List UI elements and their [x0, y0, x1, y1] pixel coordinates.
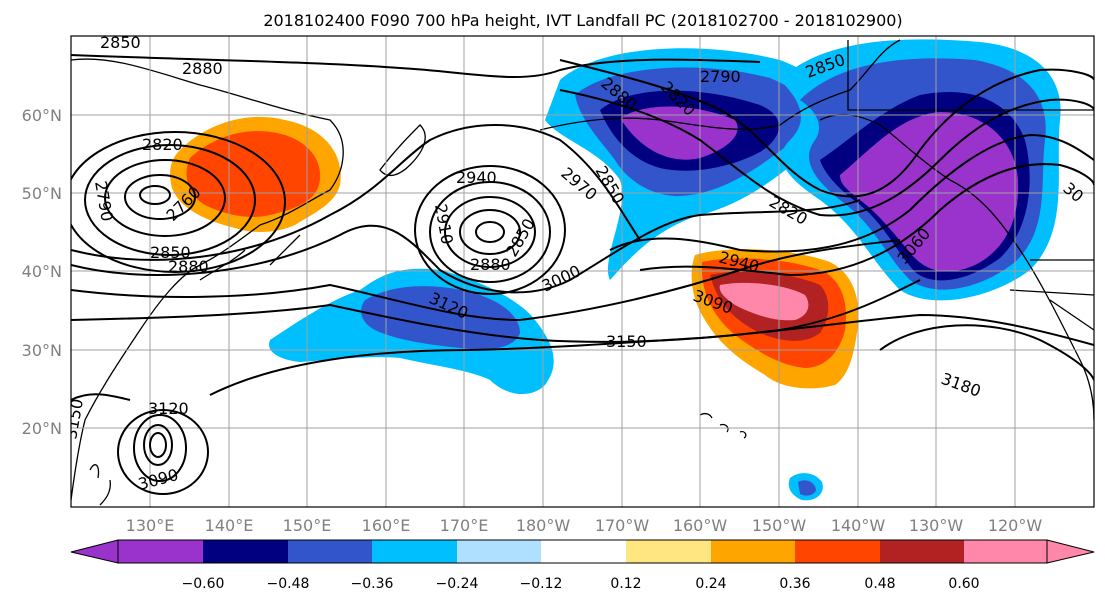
- contour-low-asia-1: [139, 185, 171, 205]
- hawaii: [699, 412, 747, 439]
- contour-label: 3150: [606, 332, 647, 351]
- lon-label: 120°W: [988, 516, 1043, 535]
- shade-neg-hi-2: [798, 480, 816, 496]
- colorbar-segment: [711, 540, 795, 563]
- lat-label: 40°N: [22, 262, 62, 281]
- lon-label: 160°E: [362, 516, 411, 535]
- contour-ridge-3: [609, 133, 1094, 253]
- asia-coast: [71, 58, 344, 501]
- contour-label: 2790: [700, 67, 741, 86]
- colorbar-segment: [288, 540, 372, 563]
- contour-ridge-2: [559, 89, 1094, 217]
- contour-typhoon-4: [117, 409, 209, 495]
- colorbar-segment: [795, 540, 880, 563]
- colorbar: −0.60 −0.48 −0.36 −0.24 −0.12 0.12 0.24 …: [70, 539, 1095, 592]
- colorbar-segment: [880, 540, 964, 563]
- contour-low-np-1: [475, 221, 505, 243]
- contour-low-asia-5: [71, 131, 286, 273]
- colorbar-left-arrow: [70, 539, 119, 564]
- us-states: [1009, 259, 1094, 331]
- colorbar-tick-label: 0.12: [610, 576, 641, 592]
- contour-low-np-2: [459, 209, 521, 255]
- contour-typhoon-1: [149, 432, 167, 458]
- lat-label: 50°N: [22, 184, 62, 203]
- shade-pos-asia-2: [186, 131, 321, 217]
- lat-label: 20°N: [22, 419, 62, 438]
- ivt-positive-shading: [170, 116, 859, 389]
- contour-low-np-3: [444, 196, 536, 268]
- lat-label: 60°N: [22, 106, 62, 125]
- contour-low-asia-3: [104, 159, 226, 237]
- contour-3150: [209, 313, 1094, 396]
- colorbar-outline: [117, 539, 1048, 564]
- contour-3180: [879, 324, 1094, 381]
- colorbar-tick-label: 0.60: [948, 576, 979, 592]
- contour-label: 2880: [470, 255, 511, 274]
- lon-label: 130°W: [909, 516, 964, 535]
- colorbar-tick-label: −0.48: [267, 576, 310, 592]
- colorbar-tick-label: −0.12: [520, 576, 563, 592]
- colorbar-segment: [457, 540, 541, 563]
- contour-2940-a: [71, 124, 641, 261]
- longitude-labels: 130°E 140°E 150°E 160°E 170°E 180°W 170°…: [126, 516, 1043, 535]
- contour-label: 3120: [148, 399, 189, 418]
- latitude-labels: 60°N 50°N 40°N 30°N 20°N: [22, 106, 62, 438]
- contour-label: 2880: [168, 257, 209, 276]
- colorbar-segment: [118, 540, 203, 563]
- contour-ridge-1: [559, 59, 1094, 198]
- na-west-coast: [819, 113, 1094, 421]
- contour-3060: [71, 239, 901, 322]
- contour-ridge-4: [639, 163, 1094, 277]
- lon-label: 140°E: [205, 516, 254, 535]
- colorbar-tick-label: −0.24: [436, 576, 479, 592]
- colorbar-tick-label: 0.36: [779, 576, 810, 592]
- aleutian-alaska: [539, 39, 901, 131]
- contour-low-asia-4: [84, 144, 256, 256]
- colorbar-segment: [541, 540, 626, 563]
- contour-2880-north: [71, 54, 761, 78]
- lon-label: 180°W: [516, 516, 571, 535]
- colorbar-segment: [372, 540, 457, 563]
- colorbar-tick-label: −0.60: [182, 576, 225, 592]
- contour-3120: [71, 279, 921, 343]
- lon-label: 140°W: [831, 516, 886, 535]
- contour-label: 2850: [150, 243, 191, 262]
- colorbar-segment: [964, 540, 1047, 563]
- lon-label: 130°E: [126, 516, 175, 535]
- colorbar-tick-label: −0.36: [351, 576, 394, 592]
- height-contours: [71, 54, 1094, 495]
- map-frame: [70, 35, 1095, 508]
- contour-typhoon-3: [133, 414, 187, 482]
- colorbar-right-arrow: [1046, 539, 1095, 564]
- colorbar-segment: [203, 540, 288, 563]
- contour-label: 2940: [456, 168, 497, 187]
- lon-label: 170°W: [595, 516, 650, 535]
- figure-title: 2018102400 F090 700 hPa height, IVT Land…: [263, 11, 902, 30]
- colorbar-tick-label: 0.24: [695, 576, 726, 592]
- contour-low-asia-2: [124, 174, 196, 220]
- lat-label: 30°N: [22, 341, 62, 360]
- contour-label: 2820: [142, 135, 183, 154]
- colorbar-segment: [626, 540, 711, 563]
- colorbar-tick-label: 0.48: [864, 576, 895, 592]
- lon-label: 160°W: [673, 516, 728, 535]
- lon-label: 150°E: [283, 516, 332, 535]
- contour-low-np-5: [414, 165, 566, 295]
- lon-label: 170°E: [440, 516, 489, 535]
- shade-pos-ep-4: [719, 282, 809, 321]
- map-area: 2850 2880 2820 2790 2760 2850 2880 2940 …: [71, 33, 1094, 507]
- philippines: [89, 464, 111, 506]
- contour-3000: [71, 199, 861, 294]
- contour-label: 2850: [100, 33, 141, 52]
- contour-3150-west: [71, 393, 131, 401]
- contour-typhoon-2: [143, 424, 173, 466]
- lon-label: 150°W: [752, 516, 807, 535]
- contour-label: 2880: [182, 59, 223, 78]
- coastlines: [71, 39, 1094, 506]
- contour-low-np-4: [429, 181, 551, 283]
